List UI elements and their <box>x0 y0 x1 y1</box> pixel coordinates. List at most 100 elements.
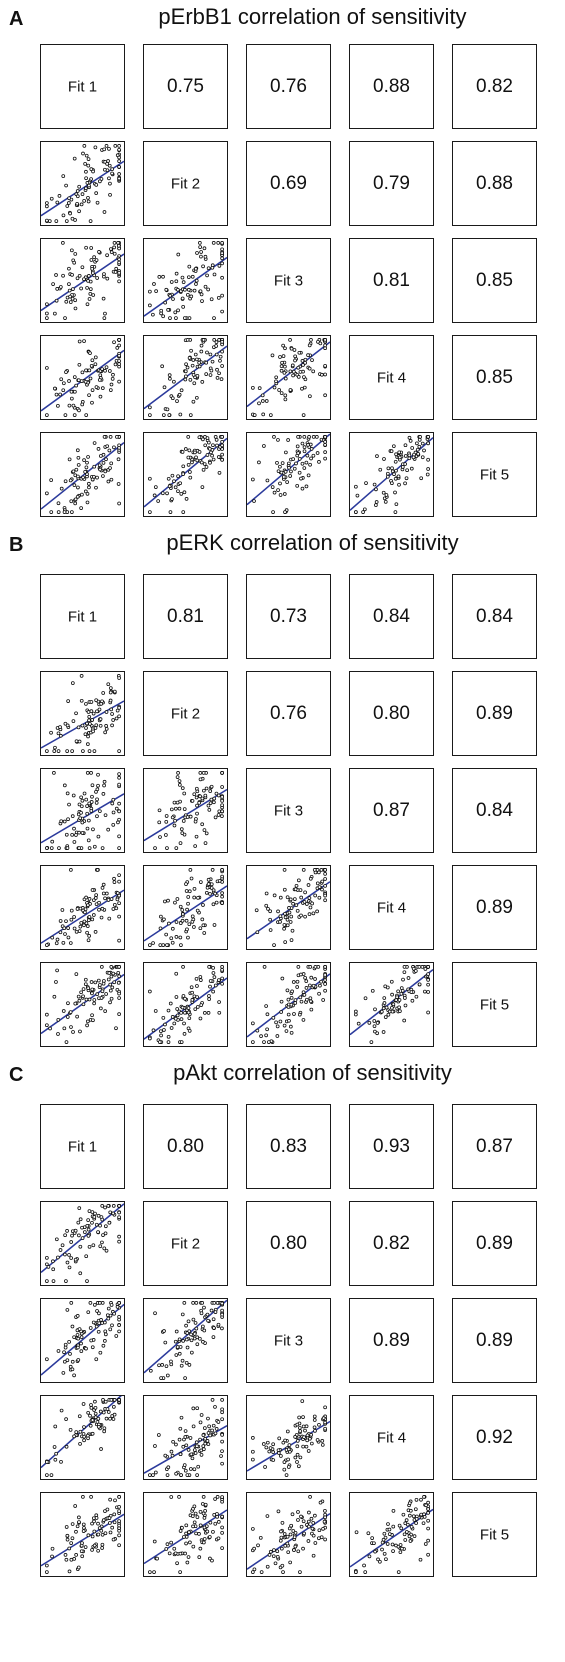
scatter-cell <box>246 1492 331 1577</box>
scatter-point <box>418 435 422 439</box>
scatter-point <box>182 1301 187 1305</box>
scatter-point <box>75 495 80 499</box>
scatter-point <box>82 1425 86 1429</box>
scatter-point <box>105 276 110 281</box>
scatter-point <box>111 1404 116 1409</box>
scatter-point <box>213 983 218 988</box>
scatter-point <box>291 980 296 984</box>
scatter-point <box>302 435 307 439</box>
scatter-point <box>176 308 180 313</box>
scatter-point <box>77 184 82 189</box>
scatter-point <box>156 499 161 503</box>
scatter-point <box>90 267 95 271</box>
scatter-plot <box>350 435 433 514</box>
scatter-point <box>198 1546 203 1551</box>
scatter-point <box>280 1546 284 1551</box>
scatter-point <box>50 935 55 940</box>
scatter-point <box>86 1310 91 1315</box>
scatter-point <box>193 1321 198 1325</box>
scatter-point <box>252 413 257 417</box>
scatter-point <box>88 219 93 223</box>
scatter-point <box>207 1535 212 1539</box>
scatter-point <box>81 151 85 156</box>
scatter-point <box>390 1009 395 1014</box>
scatter-point <box>264 1033 268 1038</box>
scatter-point <box>251 1449 255 1454</box>
scatter-point <box>216 1520 221 1524</box>
scatter-point <box>374 487 378 492</box>
scatter-point <box>86 818 91 823</box>
scatter-point <box>426 467 430 471</box>
scatter-point <box>192 1467 197 1472</box>
scatter-point <box>288 1024 293 1029</box>
scatter-point <box>86 455 90 459</box>
scatter-point <box>112 1311 116 1316</box>
scatter-point <box>79 1335 84 1340</box>
scatter-point <box>301 1444 306 1449</box>
scatter-point <box>66 1001 70 1006</box>
scatter-point <box>354 1012 358 1017</box>
scatter-point <box>102 316 107 320</box>
scatter-point <box>112 1412 117 1417</box>
scatter-point <box>87 714 92 719</box>
scatter-point <box>190 799 195 803</box>
scatter-point <box>88 1326 93 1330</box>
scatter-point <box>108 1497 112 1502</box>
scatter-point <box>300 1399 305 1403</box>
scatter-point <box>373 1007 377 1012</box>
scatter-point <box>290 928 295 933</box>
scatter-point <box>108 192 112 197</box>
fit-line <box>247 881 330 940</box>
scatter-point <box>81 1495 85 1499</box>
scatter-point <box>65 846 70 850</box>
scatter-point <box>201 437 205 442</box>
scatter-point <box>174 1329 179 1334</box>
scatter-point <box>282 1460 287 1464</box>
scatter-point <box>187 1029 192 1033</box>
scatter-point <box>195 1515 200 1519</box>
scatter-point <box>181 1444 186 1449</box>
scatter-point <box>286 438 290 442</box>
scatter-point <box>323 1537 327 1542</box>
correlation-cell: 0.88 <box>349 44 434 129</box>
scatter-plot <box>144 1299 227 1380</box>
scatter-point <box>195 995 199 999</box>
scatter-point <box>376 1557 380 1562</box>
scatter-point <box>92 749 97 753</box>
scatter-point <box>201 1511 206 1516</box>
scatter-point <box>91 898 96 903</box>
scatter-plot <box>144 241 227 320</box>
scatter-point <box>85 500 90 505</box>
scatter-point <box>197 1555 202 1560</box>
scatter-point <box>299 972 303 977</box>
scatter-point <box>80 402 85 407</box>
scatter-point <box>179 1473 183 1477</box>
scatter-point <box>77 802 82 807</box>
scatter-point <box>274 375 279 380</box>
scatter-point <box>255 1028 260 1033</box>
scatter-point <box>99 1528 104 1533</box>
scatter-point <box>49 478 54 482</box>
scatter-point <box>178 904 183 909</box>
scatter-point <box>168 1001 173 1006</box>
scatter-point <box>59 1408 64 1413</box>
scatter-point <box>79 1543 84 1548</box>
scatter-point <box>61 174 66 178</box>
scatter-point <box>292 1535 297 1540</box>
scatter-point <box>76 994 81 999</box>
fit-line <box>41 160 124 217</box>
scatter-point <box>185 1331 190 1335</box>
scatter-point <box>372 1024 377 1029</box>
scatter-point <box>151 941 155 945</box>
scatter-point <box>94 191 99 196</box>
scatter-point <box>414 994 419 999</box>
scatter-point <box>298 1429 303 1433</box>
scatter-point <box>76 725 81 730</box>
scatter-point <box>287 1526 292 1531</box>
scatter-point <box>109 1398 114 1402</box>
fit-label: Fit 4 <box>376 369 407 386</box>
scatter-point <box>189 876 194 881</box>
scatter-point <box>195 1342 200 1347</box>
scatter-point <box>108 988 113 993</box>
scatter-point <box>148 303 152 308</box>
